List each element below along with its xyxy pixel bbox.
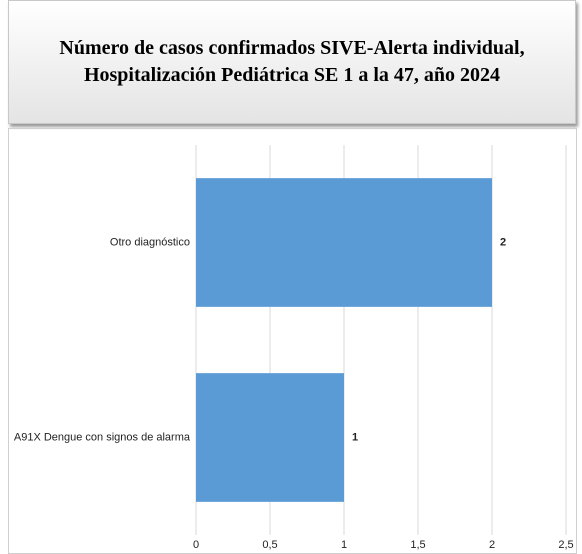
x-tick-label: 2,5: [558, 539, 573, 551]
bar: [196, 373, 344, 502]
x-tick-label: 0: [193, 539, 199, 551]
y-tick-label: Otro diagnóstico: [110, 236, 190, 248]
x-tick-label: 1: [341, 539, 347, 551]
y-tick-label: A91X Dengue con signos de alarma: [14, 431, 191, 443]
x-tick-label: 2: [489, 539, 495, 551]
chart-title: Número de casos confirmados SIVE-Alerta …: [59, 37, 525, 86]
bar: [196, 178, 492, 307]
data-label: 2: [500, 236, 506, 248]
x-tick-label: 0,5: [262, 539, 277, 551]
x-tick-label: 1,5: [410, 539, 425, 551]
data-label: 1: [352, 431, 358, 443]
title-box: Número de casos confirmados SIVE-Alerta …: [8, 0, 576, 124]
